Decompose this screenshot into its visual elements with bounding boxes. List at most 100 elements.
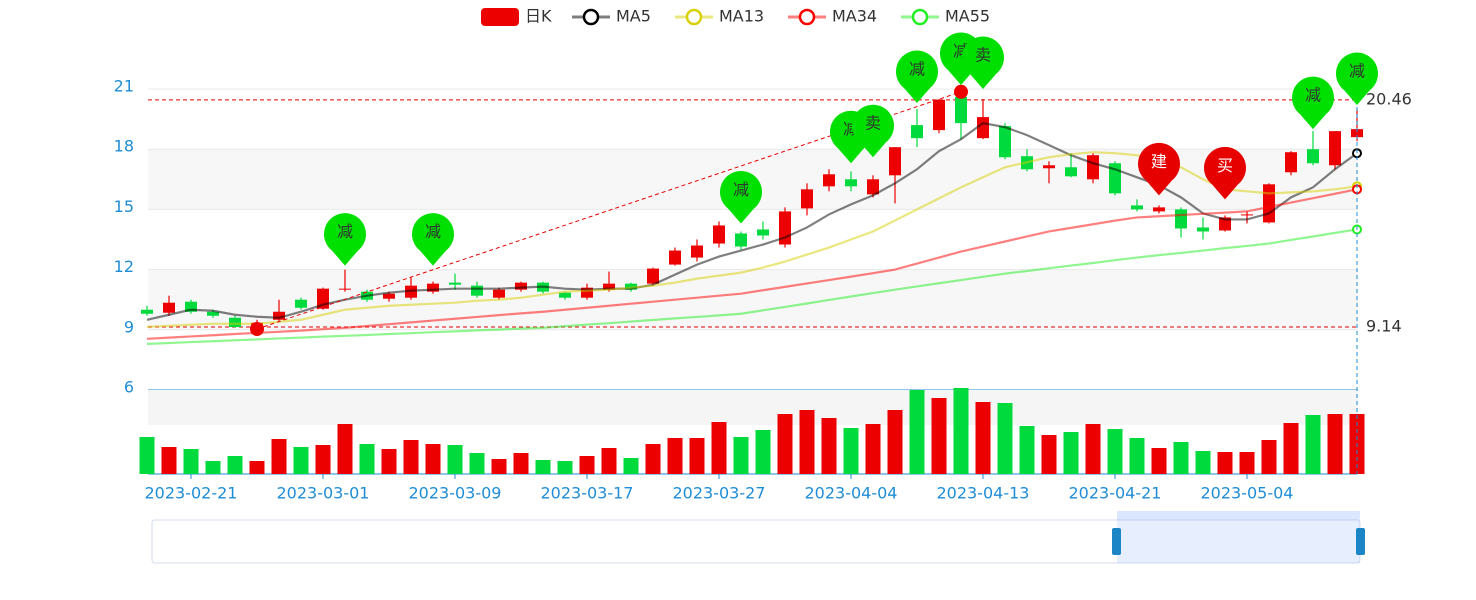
candle-body: [229, 317, 241, 327]
legend-icon: [798, 8, 816, 26]
ma-line: [146, 228, 1358, 345]
candle-body: [955, 97, 967, 124]
mark-line-label: 20.46: [1366, 89, 1412, 108]
marker-pin: [1138, 142, 1180, 196]
candle-body: [185, 301, 197, 312]
volume-bar: [689, 438, 705, 474]
candle-body: [999, 126, 1011, 158]
candle-body: [801, 189, 813, 209]
volume-bar: [469, 453, 485, 474]
marker-pin: [720, 170, 762, 224]
legend-label: MA34: [832, 7, 877, 26]
volume-bar: [931, 398, 947, 474]
candle-body: [1065, 167, 1077, 177]
x-tick-label: 2023-04-13: [937, 484, 1030, 503]
legend-icon: [685, 8, 703, 26]
volume-bar: [557, 461, 573, 474]
candle-body: [1329, 131, 1341, 166]
volume-bar: [1151, 448, 1167, 474]
y-tick-label: 12: [114, 257, 134, 276]
marker-label: 买: [1217, 156, 1233, 175]
volume-bar: [403, 440, 419, 474]
volume-bar: [1327, 414, 1343, 474]
candle-body: [427, 283, 439, 292]
zoom-handle[interactable]: [1112, 528, 1121, 555]
volume-bar: [865, 424, 881, 474]
legend-label: MA13: [719, 7, 764, 26]
candle-body: [581, 287, 593, 298]
candle-body: [1351, 129, 1363, 138]
marker-label: 减: [1349, 62, 1365, 81]
candle-body: [823, 174, 835, 187]
volume-bar: [667, 438, 683, 474]
candle-body: [449, 282, 461, 285]
volume-bar: [359, 444, 375, 474]
x-tick-label: 2023-03-17: [541, 484, 634, 503]
y-tick-label: 21: [114, 77, 134, 96]
volume-bar: [249, 461, 265, 474]
high-point: [954, 84, 968, 99]
volume-bar: [1305, 415, 1321, 474]
y-tick-label: 15: [114, 197, 134, 216]
marker-pin: [851, 104, 894, 158]
x-tick-label: 2023-03-09: [409, 484, 502, 503]
volume-bar: [535, 460, 551, 474]
candle-body: [1131, 205, 1143, 210]
legend-label: MA55: [945, 7, 990, 26]
candle-body: [1219, 217, 1231, 231]
volume-bar: [1063, 432, 1079, 474]
marker-label: 减: [337, 222, 353, 241]
marker-label: 减: [733, 180, 749, 199]
candle-body: [647, 268, 659, 284]
volume-bar: [183, 449, 199, 474]
volume-bar: [381, 449, 397, 474]
candle-body: [757, 229, 769, 236]
candle-body: [691, 245, 703, 258]
y-tick-label: 6: [124, 378, 134, 397]
candle-body: [1197, 227, 1209, 232]
candle-body: [339, 288, 351, 290]
volume-bar: [293, 447, 309, 474]
volume-bar: [1217, 452, 1233, 474]
marker-label: 减: [1305, 86, 1321, 105]
candle-body: [1307, 149, 1319, 164]
volume-bar: [1107, 429, 1123, 474]
ma-line: [146, 188, 1358, 340]
volume-bar: [997, 403, 1013, 474]
candle-body: [1153, 207, 1165, 212]
zoom-window[interactable]: [1117, 520, 1360, 563]
candle-body: [273, 311, 285, 320]
volume-bar: [1129, 438, 1145, 474]
marker-pin: [961, 36, 1004, 89]
candle-body: [559, 292, 571, 298]
candle-body: [141, 309, 153, 314]
candle-body: [207, 311, 219, 316]
volume-bar: [447, 445, 463, 474]
candle-body: [603, 283, 615, 290]
volume-bar: [755, 430, 771, 474]
candle-body: [1175, 209, 1187, 229]
volume-bar: [161, 447, 177, 474]
marker-pin: [1292, 76, 1334, 130]
marker-label: 卖: [975, 46, 991, 65]
volume-bar: [1041, 435, 1057, 474]
zoom-handle[interactable]: [1356, 528, 1365, 555]
x-tick-label: 2023-04-04: [805, 484, 898, 503]
candle-body: [933, 99, 945, 131]
volume-bar: [579, 456, 595, 474]
candle-body: [735, 233, 747, 247]
volume-bar: [1239, 452, 1255, 474]
volume-bar: [315, 445, 331, 474]
candle-body: [471, 285, 483, 296]
volume-bar: [909, 390, 925, 474]
candle-body: [669, 250, 681, 265]
volume-bar: [623, 458, 639, 474]
zoom-move-bar[interactable]: [1117, 511, 1360, 520]
candle-body: [383, 293, 395, 299]
grid-band: [148, 269, 1358, 330]
volume-bar: [1261, 440, 1277, 474]
volume-bar: [711, 422, 727, 474]
volume-bar: [887, 410, 903, 474]
volume-bar: [271, 439, 287, 474]
candle-body: [1043, 165, 1055, 169]
